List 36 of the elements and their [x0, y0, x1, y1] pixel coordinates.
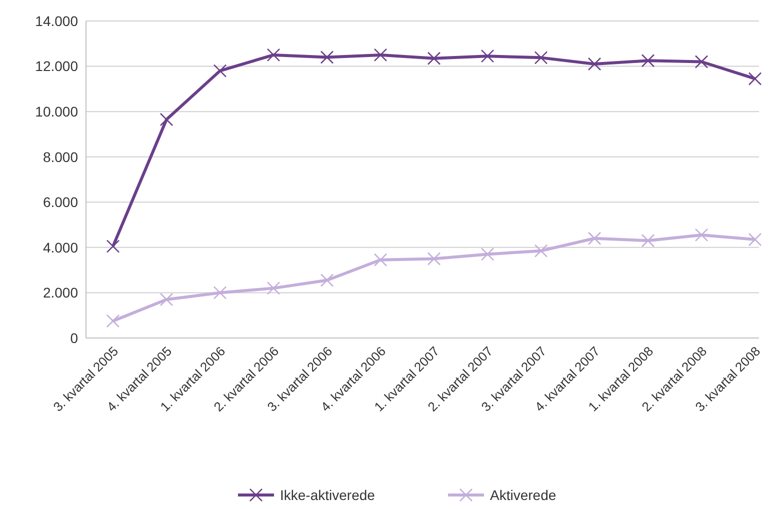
point	[641, 54, 655, 68]
point	[748, 232, 762, 246]
point	[427, 252, 441, 266]
point	[160, 292, 174, 306]
point	[748, 72, 762, 86]
point	[374, 48, 388, 62]
point	[641, 234, 655, 248]
point	[320, 274, 334, 287]
legend-label: Aktiverede	[490, 486, 556, 503]
point	[534, 244, 548, 258]
y-tick-label: 12.000	[35, 58, 78, 74]
point	[534, 51, 548, 64]
y-tick-label: 2.000	[42, 284, 78, 301]
point	[106, 240, 120, 253]
point	[266, 282, 280, 295]
y-tick-label: 6.000	[42, 194, 78, 210]
point	[588, 232, 602, 246]
point	[374, 253, 388, 267]
point	[213, 286, 227, 300]
point	[106, 314, 120, 328]
point	[694, 228, 708, 242]
y-tick-label: 14.000	[35, 12, 78, 29]
y-tick-label: 4.000	[42, 239, 78, 256]
point	[480, 49, 494, 63]
point	[694, 55, 708, 68]
point	[320, 50, 334, 64]
point	[266, 48, 280, 62]
y-tick-label: 8.000	[42, 148, 78, 165]
y-tick-label: 0	[70, 330, 78, 346]
y-tick-label: 10.000	[35, 103, 78, 120]
point	[588, 57, 602, 71]
legend-label: Ikke-aktiverede	[280, 486, 376, 503]
point	[427, 52, 441, 66]
point	[213, 64, 227, 78]
point	[480, 248, 494, 261]
point	[160, 112, 174, 126]
